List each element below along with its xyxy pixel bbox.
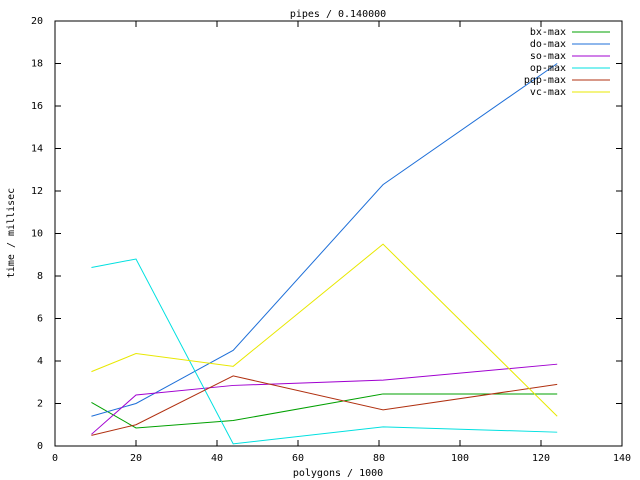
y-tick-label: 18 [31, 59, 43, 70]
y-tick-label: 0 [37, 441, 43, 452]
x-tick-label: 140 [613, 453, 631, 464]
x-axis-label: polygons / 1000 [293, 468, 383, 479]
y-tick-label: 10 [31, 229, 43, 240]
y-tick-label: 6 [37, 314, 43, 325]
x-tick-label: 120 [532, 453, 550, 464]
x-tick-label: 20 [130, 453, 142, 464]
y-tick-label: 12 [31, 186, 43, 197]
series-line [91, 393, 558, 429]
x-tick-label: 80 [373, 453, 385, 464]
legend-label: bx-max [530, 27, 566, 38]
legend-label: pqp-max [524, 75, 566, 86]
chart-title: pipes / 0.140000 [290, 9, 386, 20]
y-tick-label: 4 [37, 356, 43, 367]
series-line [91, 375, 558, 436]
y-axis-label: time / millisec [6, 188, 17, 278]
y-tick-label: 2 [37, 399, 43, 410]
legend-label: vc-max [530, 87, 566, 98]
legend-label: so-max [530, 51, 566, 62]
y-tick-label: 16 [31, 101, 43, 112]
x-tick-label: 60 [292, 453, 304, 464]
series-line [91, 243, 558, 417]
x-tick-label: 0 [52, 453, 58, 464]
legend-label: op-max [530, 63, 566, 74]
series-line [91, 363, 558, 435]
series-line [91, 258, 558, 445]
y-tick-label: 8 [37, 271, 43, 282]
y-tick-label: 14 [31, 144, 43, 155]
x-tick-label: 100 [451, 453, 469, 464]
legend-label: do-max [530, 39, 566, 50]
y-tick-label: 20 [31, 16, 43, 27]
series-line [91, 63, 558, 417]
x-tick-label: 40 [211, 453, 223, 464]
